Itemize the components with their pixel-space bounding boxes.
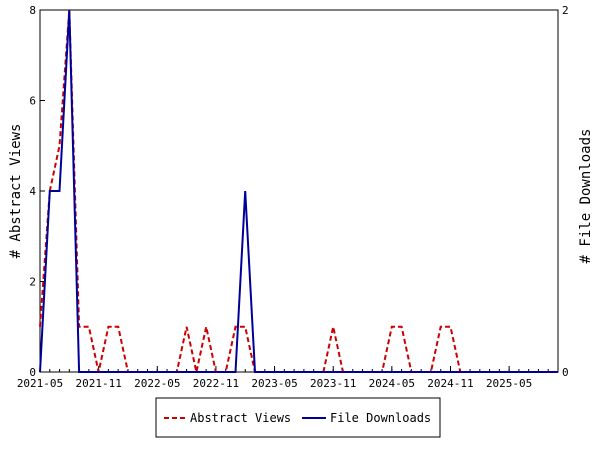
plot-frame — [39, 9, 559, 373]
y-right-tick-label: 0 — [562, 366, 569, 379]
plot-area — [39, 9, 559, 373]
legend: Abstract Views File Downloads — [155, 397, 441, 438]
x-tick-label: 2023-11 — [310, 377, 356, 390]
x-tick-label: 2021-11 — [75, 377, 121, 390]
y-left-axis-title: # Abstract Views — [8, 124, 24, 259]
y-right-axis-title: # File Downloads — [578, 129, 594, 264]
y-left-tick-label: 0 — [29, 366, 36, 379]
y-axis-left: 0 2 4 6 8 — [29, 4, 45, 379]
legend-label-file-downloads: File Downloads — [330, 411, 431, 425]
x-tick-label: 2023-05 — [251, 377, 297, 390]
y-left-tick-label: 4 — [29, 185, 36, 198]
x-tick-label: 2022-11 — [193, 377, 239, 390]
legend-label-abstract-views: Abstract Views — [190, 411, 291, 425]
x-tick-label: 2024-11 — [427, 377, 473, 390]
y-left-tick-label: 8 — [29, 4, 36, 17]
series-layer — [39, 9, 558, 373]
x-tick-label: 2022-05 — [134, 377, 180, 390]
x-tick-label: 2025-05 — [486, 377, 532, 390]
series-line-abstract-views — [39, 9, 558, 373]
legend-box — [155, 397, 441, 438]
series-line-file-downloads — [39, 9, 558, 373]
x-tick-label: 2021-05 — [17, 377, 63, 390]
y-left-tick-label: 6 — [29, 95, 36, 108]
x-tick-label: 2024-05 — [369, 377, 415, 390]
y-right-tick-label: 2 — [562, 4, 569, 17]
y-left-tick-label: 2 — [29, 276, 36, 289]
